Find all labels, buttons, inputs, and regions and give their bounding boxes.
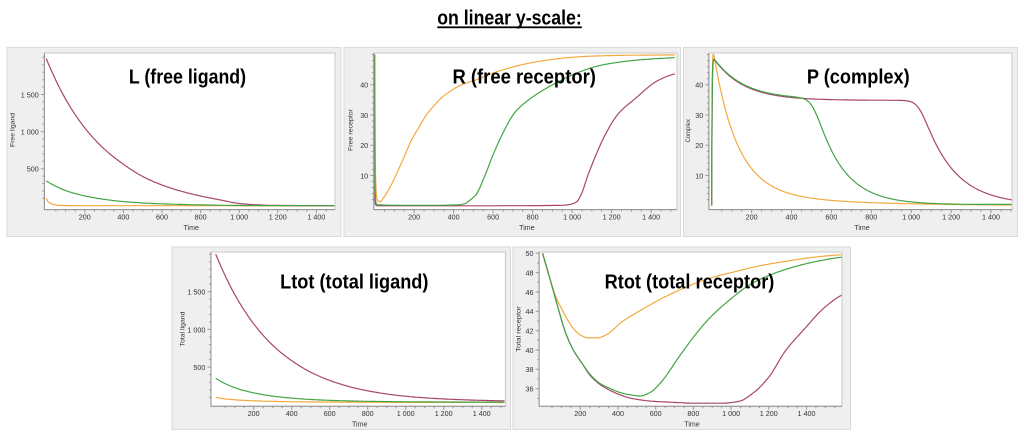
svg-text:400: 400 [117, 213, 129, 222]
svg-text:Free receptor: Free receptor [348, 108, 355, 151]
svg-text:on linear y-scale:: on linear y-scale: [437, 7, 582, 30]
svg-text:10: 10 [695, 171, 703, 180]
svg-text:46: 46 [526, 288, 534, 297]
svg-text:800: 800 [865, 213, 877, 222]
svg-text:Ltot (total ligand): Ltot (total ligand) [280, 271, 428, 293]
svg-text:42: 42 [526, 327, 534, 336]
svg-text:600: 600 [650, 409, 662, 418]
svg-text:Time: Time [352, 422, 368, 429]
svg-text:L (free ligand): L (free ligand) [129, 66, 246, 88]
svg-text:40: 40 [526, 346, 534, 355]
svg-text:400: 400 [612, 409, 624, 418]
svg-text:Complex: Complex [685, 119, 692, 143]
svg-text:200: 200 [408, 213, 420, 222]
svg-text:1 200: 1 200 [435, 409, 453, 418]
svg-text:50: 50 [526, 249, 534, 258]
svg-text:10: 10 [360, 171, 368, 180]
svg-text:1 400: 1 400 [982, 213, 1000, 222]
svg-text:600: 600 [324, 409, 336, 418]
svg-text:1 500: 1 500 [187, 288, 205, 297]
svg-text:1 000: 1 000 [21, 128, 39, 137]
svg-text:1 400: 1 400 [798, 409, 816, 418]
svg-text:Rtot (total receptor): Rtot (total receptor) [605, 271, 775, 293]
svg-text:P (complex): P (complex) [807, 66, 910, 88]
svg-text:1 400: 1 400 [642, 213, 660, 222]
svg-text:600: 600 [156, 213, 168, 222]
svg-text:38: 38 [526, 365, 534, 374]
svg-text:1 200: 1 200 [760, 409, 778, 418]
svg-text:1 200: 1 200 [269, 213, 287, 222]
svg-text:36: 36 [526, 385, 534, 394]
svg-text:1 000: 1 000 [722, 409, 740, 418]
svg-text:400: 400 [286, 409, 298, 418]
svg-text:500: 500 [27, 165, 39, 174]
svg-text:20: 20 [695, 141, 703, 150]
svg-text:Total receptor: Total receptor [516, 305, 523, 351]
svg-text:48: 48 [526, 269, 534, 278]
svg-text:1 500: 1 500 [21, 90, 39, 99]
svg-text:1 000: 1 000 [230, 213, 248, 222]
svg-text:1 400: 1 400 [307, 213, 325, 222]
svg-text:Total ligand: Total ligand [180, 311, 187, 346]
svg-text:Time: Time [684, 422, 700, 429]
svg-text:500: 500 [193, 363, 205, 372]
svg-text:Free ligand: Free ligand [10, 113, 17, 147]
svg-text:30: 30 [360, 111, 368, 120]
svg-text:1 400: 1 400 [473, 409, 491, 418]
svg-text:R (free receptor): R (free receptor) [452, 66, 596, 88]
svg-text:1 000: 1 000 [397, 409, 415, 418]
svg-text:44: 44 [526, 307, 534, 316]
svg-text:200: 200 [248, 409, 260, 418]
svg-text:40: 40 [360, 81, 368, 90]
svg-text:600: 600 [825, 213, 837, 222]
svg-text:Time: Time [854, 225, 870, 232]
svg-text:400: 400 [786, 213, 798, 222]
svg-text:1 200: 1 200 [603, 213, 621, 222]
svg-text:1 000: 1 000 [902, 213, 920, 222]
svg-text:1 200: 1 200 [942, 213, 960, 222]
svg-text:800: 800 [362, 409, 374, 418]
svg-text:200: 200 [746, 213, 758, 222]
svg-text:800: 800 [687, 409, 699, 418]
svg-text:1 000: 1 000 [563, 213, 581, 222]
svg-text:Time: Time [184, 225, 200, 232]
svg-text:200: 200 [574, 409, 586, 418]
svg-text:1 000: 1 000 [187, 325, 205, 334]
svg-text:20: 20 [360, 141, 368, 150]
svg-text:40: 40 [695, 81, 703, 90]
svg-text:30: 30 [695, 111, 703, 120]
svg-text:200: 200 [79, 213, 91, 222]
svg-text:800: 800 [527, 213, 539, 222]
svg-text:Time: Time [519, 225, 535, 232]
svg-text:800: 800 [195, 213, 207, 222]
svg-text:400: 400 [448, 213, 460, 222]
svg-text:600: 600 [487, 213, 499, 222]
